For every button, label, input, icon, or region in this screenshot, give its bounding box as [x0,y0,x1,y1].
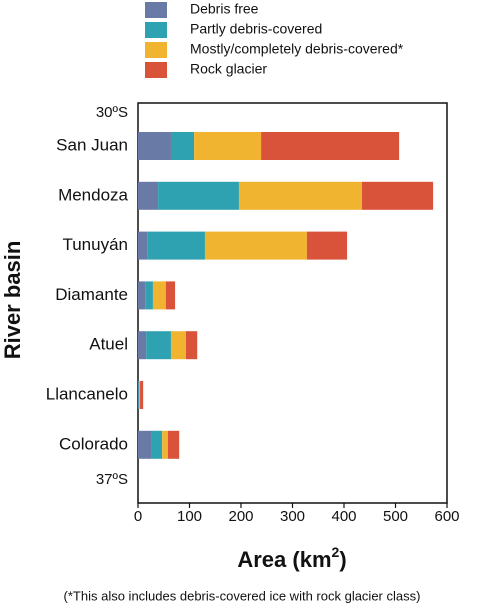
y-axis-label: River basin [0,241,25,360]
y-tick-label: Tunuyán [62,235,128,254]
bar-segment [138,381,139,409]
bar-segment [145,281,153,310]
bar-segment [138,181,159,210]
bar-segment [167,430,180,459]
legend-label: Mostly/completely debris-covered* [190,41,404,57]
x-axis-label-part: ) [339,547,346,572]
bar-segment [261,132,400,160]
x-tick-label: 100 [177,508,202,525]
y-tick-label: Atuel [89,335,128,354]
y-tick-label: Diamante [55,285,128,304]
legend-swatch [145,62,167,78]
bar-segment [138,430,152,459]
bar-segment [204,231,307,260]
bar-segment [158,181,239,210]
y-tick-label: San Juan [56,135,128,154]
x-axis-label-sup: 2 [332,544,340,560]
x-tick-label: 400 [331,508,356,525]
bar-segment [138,281,146,310]
x-tick-label: 600 [434,508,459,525]
bar-segment [306,231,348,260]
bar-segment [194,132,262,160]
y-tick-label: Colorado [59,434,128,453]
bar-segment [138,331,147,360]
bar-segment [140,381,144,409]
legend-label: Partly debris-covered [190,21,322,37]
x-axis-label-part: Area (km [237,547,331,572]
bar-segment [139,381,141,409]
x-tick-label: 0 [134,508,142,525]
legend-swatch [145,22,167,38]
bar-segment [146,331,171,360]
y-tick-label: Llancanelo [46,384,128,403]
x-axis-label: Area (km2) [237,544,346,572]
bar-segment [147,231,205,260]
plot-frame [137,102,448,504]
legend-label: Debris free [190,1,259,17]
annotation: 37ºS [96,471,128,488]
bar-segment [162,430,168,459]
x-tick-label: 200 [228,508,253,525]
y-tick-label: Mendoza [58,185,128,204]
bar-segment [362,181,434,210]
legend-label: Rock glacier [190,61,267,77]
bar-segment [165,281,176,310]
x-tick-label: 300 [280,508,305,525]
bar-segment [151,430,163,459]
annotation: 30ºS [96,104,128,121]
bar-segment [185,331,198,360]
bar-segment [138,381,140,409]
bar-segment [170,132,195,160]
bar-segment [238,181,363,210]
legend-swatch [145,42,167,58]
bar-segment [152,281,166,310]
x-tick-label: 500 [383,508,408,525]
footnote: (*This also includes debris-covered ice … [64,588,421,603]
bar-segment [138,132,171,160]
legend-swatch [145,2,167,18]
bar-segment [170,331,186,360]
bar-segment [138,231,148,260]
